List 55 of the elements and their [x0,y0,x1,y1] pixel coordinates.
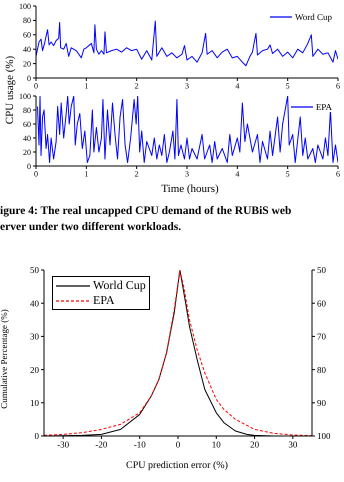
y-axis-title: CPU usage (%) [4,56,16,124]
x-tick-label: 3 [185,82,189,91]
x-tick-label: 3 [185,170,189,179]
x-tick-label: 4 [235,82,240,91]
legend-label: EPA [93,293,115,308]
y-tick-label: 80 [23,16,31,26]
y-axis-title: Cumulative Percentage (%) [0,309,9,409]
x-tick-label: -30 [57,439,70,450]
y2-tick-label: 100 [317,431,331,442]
x-tick-label: 0 [176,439,181,450]
text: erver under two different workloads. [0,220,182,235]
y2-tick-label: 80 [317,364,326,375]
x-tick-label: 1 [84,170,88,179]
x-tick-label: 5 [286,82,290,91]
x-axis-title: Time (hours) [160,183,220,195]
y-tick-label: 100 [19,92,31,101]
y-tick-label: 10 [30,398,40,408]
x-tick-label: -20 [95,439,108,450]
y2-tick-label: 60 [317,298,326,308]
x-tick-label: 6 [336,82,340,91]
y-tick-label: 0 [27,74,31,83]
y-tick-label: 30 [30,332,40,342]
x-tick-label: 20 [250,439,260,450]
y2-tick-label: 50 [317,265,326,276]
x-tick-label: 4 [235,170,240,179]
y-tick-label: 20 [23,148,31,157]
y2-tick-label: 90 [317,398,326,408]
y2-tick-label: 70 [317,332,326,342]
legend-label: World Cup [93,278,146,293]
x-tick-label: 5 [286,170,290,179]
y-tick-label: 20 [23,59,31,68]
y-tick-label: 40 [30,298,40,308]
y-tick-label: 60 [23,30,31,40]
y-tick-label: 0 [34,431,40,442]
x-tick-label: 2 [134,82,139,91]
y-tick-label: 0 [27,162,31,171]
x-tick-label: -10 [134,439,146,450]
y-tick-label: 100 [19,2,31,11]
y-tick-label: 40 [23,45,31,54]
x-tick-label: 2 [134,170,139,179]
line-series [37,96,338,163]
legend-label: EPA [316,102,332,112]
x-tick-label: 10 [212,439,222,450]
y-tick-label: 20 [30,364,40,375]
line-series [36,20,338,66]
y-tick-label: 60 [23,120,31,129]
x-axis-title: CPU prediction error (%) [125,460,229,471]
legend-label: Word Cup [294,12,332,22]
x-tick-label: 1 [84,82,88,91]
x-tick-label: 6 [336,170,340,179]
y-tick-label: 50 [30,265,40,276]
y-tick-label: 80 [23,106,31,115]
x-tick-label: 30 [288,439,298,450]
y-tick-label: 40 [23,134,31,143]
text: igure 4: The real uncapped CPU demand of the RUBiS web [0,204,292,219]
